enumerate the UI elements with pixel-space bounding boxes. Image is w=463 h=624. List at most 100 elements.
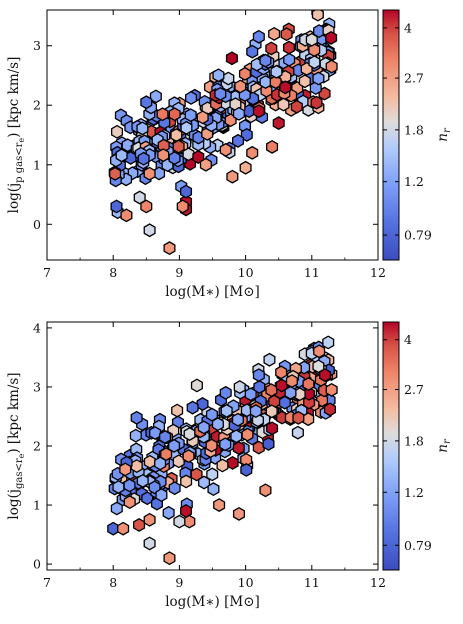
colorbar-tick-label: 2.7 bbox=[404, 382, 424, 397]
data-point bbox=[119, 462, 132, 477]
data-point bbox=[216, 458, 229, 473]
x-tick-label: 12 bbox=[370, 265, 386, 280]
y-tick-label: 3 bbox=[33, 38, 41, 53]
data-point bbox=[172, 139, 185, 154]
data-point bbox=[244, 387, 257, 402]
data-point bbox=[232, 506, 245, 521]
data-point bbox=[133, 517, 146, 532]
data-point bbox=[252, 104, 265, 119]
x-tick-label: 10 bbox=[238, 575, 254, 590]
data-point bbox=[283, 52, 296, 67]
data-point bbox=[240, 127, 253, 142]
y-tick-label: 4 bbox=[33, 320, 41, 335]
data-point bbox=[277, 97, 290, 112]
data-point bbox=[259, 53, 272, 68]
data-point bbox=[266, 139, 279, 154]
data-point bbox=[120, 208, 133, 223]
data-point bbox=[246, 44, 259, 59]
data-point bbox=[270, 64, 283, 79]
data-point bbox=[111, 124, 124, 139]
data-point bbox=[214, 86, 227, 101]
y-tick-label: 0 bbox=[33, 557, 41, 572]
colorbar-tick-label: 0.79 bbox=[404, 228, 432, 243]
x-tick-label: 7 bbox=[43, 575, 51, 590]
data-point bbox=[313, 344, 326, 359]
colorbar-label: nr bbox=[435, 127, 453, 142]
colorbar-tick-label: 4 bbox=[404, 20, 412, 35]
data-point bbox=[219, 385, 232, 400]
data-point bbox=[212, 68, 225, 83]
data-point bbox=[199, 157, 212, 172]
data-point bbox=[180, 184, 193, 199]
data-point bbox=[322, 335, 335, 350]
data-point bbox=[241, 427, 254, 442]
x-tick-label: 10 bbox=[238, 265, 254, 280]
x-axis-label: log(M∗) [M⊙] bbox=[165, 594, 260, 610]
colorbar-tick-label: 4 bbox=[404, 332, 412, 347]
data-point bbox=[163, 551, 176, 566]
data-point bbox=[168, 107, 181, 122]
data-point bbox=[205, 438, 218, 453]
data-point bbox=[238, 66, 251, 81]
data-point bbox=[310, 95, 323, 110]
data-point bbox=[133, 190, 146, 205]
data-point bbox=[263, 352, 276, 367]
y-tick-label: 0 bbox=[33, 217, 41, 232]
data-point bbox=[232, 106, 245, 121]
y-axis-label: log(jp gas<re) [kpc km/s] bbox=[6, 57, 26, 214]
data-point bbox=[123, 478, 136, 493]
data-point bbox=[143, 223, 156, 238]
data-point bbox=[308, 55, 321, 70]
data-point bbox=[279, 80, 292, 95]
data-point bbox=[240, 463, 253, 477]
data-point bbox=[253, 380, 266, 394]
data-point bbox=[115, 148, 128, 163]
data-point bbox=[168, 438, 181, 453]
data-point bbox=[280, 27, 293, 42]
data-point bbox=[220, 403, 233, 418]
data-point bbox=[180, 474, 193, 489]
data-point bbox=[190, 378, 203, 393]
data-point bbox=[192, 150, 205, 164]
data-point bbox=[282, 40, 295, 55]
data-point bbox=[149, 89, 162, 104]
data-point bbox=[109, 166, 122, 181]
data-point bbox=[222, 71, 235, 86]
data-point bbox=[186, 400, 199, 415]
data-point bbox=[196, 397, 209, 411]
data-point bbox=[184, 108, 197, 123]
data-point bbox=[305, 32, 318, 47]
data-point bbox=[148, 480, 161, 495]
data-point bbox=[269, 75, 282, 90]
x-tick-label: 11 bbox=[304, 265, 320, 280]
data-point bbox=[239, 160, 252, 175]
data-point bbox=[183, 514, 196, 529]
data-point bbox=[168, 481, 181, 496]
data-point bbox=[182, 147, 195, 162]
data-point bbox=[129, 428, 142, 443]
data-point bbox=[207, 482, 220, 497]
y-axis-label: log(jgas<re) [kpc km/s] bbox=[6, 372, 26, 519]
data-point bbox=[226, 169, 239, 184]
data-point bbox=[325, 59, 338, 74]
data-point bbox=[162, 505, 175, 520]
data-point bbox=[171, 403, 184, 418]
data-point bbox=[230, 429, 243, 444]
data-point bbox=[206, 467, 219, 482]
data-point bbox=[325, 30, 338, 45]
data-point bbox=[262, 437, 275, 451]
data-point bbox=[155, 488, 168, 503]
y-tick-label: 2 bbox=[33, 98, 41, 113]
data-point bbox=[137, 151, 150, 166]
data-point bbox=[231, 412, 244, 427]
colorbar-tick-label: 1.2 bbox=[404, 485, 424, 500]
data-point bbox=[172, 454, 185, 469]
data-point bbox=[163, 241, 176, 256]
data-point bbox=[291, 425, 304, 440]
data-point bbox=[121, 138, 134, 153]
data-point bbox=[110, 199, 123, 214]
data-point bbox=[168, 151, 181, 166]
y-tick-label: 2 bbox=[33, 439, 41, 454]
